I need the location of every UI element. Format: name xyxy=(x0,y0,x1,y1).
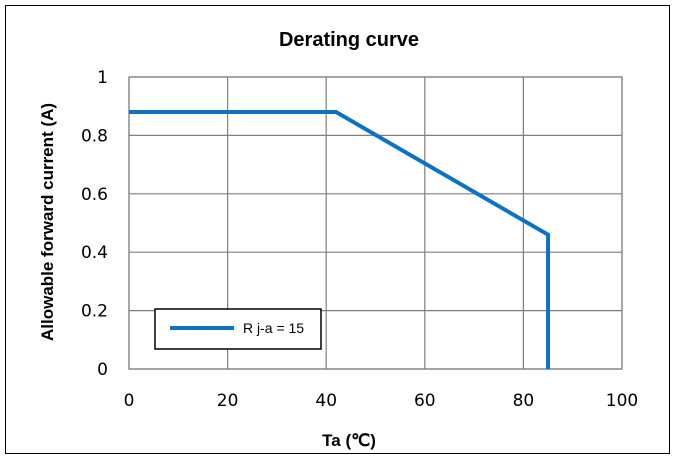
y-tick-label: 1 xyxy=(97,68,108,88)
series-group xyxy=(129,110,551,369)
x-tick-label: 40 xyxy=(315,391,337,411)
y-tick-label: 0.2 xyxy=(81,302,108,322)
y-tick-label: 0.6 xyxy=(81,185,108,205)
y-tick-label: 0.8 xyxy=(81,126,108,146)
plot-area-border xyxy=(128,76,623,370)
x-tick-label: 0 xyxy=(124,391,135,411)
x-axis-ticks: 0 20 40 60 80 100 xyxy=(124,391,639,411)
series-line-0 xyxy=(129,110,551,369)
x-axis-label: Ta (℃) xyxy=(322,431,376,450)
legend-label: R j-a = 15 xyxy=(243,320,304,336)
y-axis-ticks: 0 0.2 0.4 0.6 0.8 1 xyxy=(81,68,108,380)
chart-frame xyxy=(5,5,670,454)
chart-title: Derating curve xyxy=(279,29,419,51)
legend-box xyxy=(154,308,322,350)
x-tick-label: 60 xyxy=(414,391,436,411)
y-tick-label: 0 xyxy=(97,360,108,380)
y-axis-label: Allowable forward current (A) xyxy=(38,103,57,341)
x-tick-label: 20 xyxy=(217,391,239,411)
x-tick-label: 100 xyxy=(606,391,638,411)
x-tick-label: 80 xyxy=(513,391,535,411)
y-tick-label: 0.4 xyxy=(81,243,108,263)
legend: R j-a = 15 xyxy=(154,308,322,350)
